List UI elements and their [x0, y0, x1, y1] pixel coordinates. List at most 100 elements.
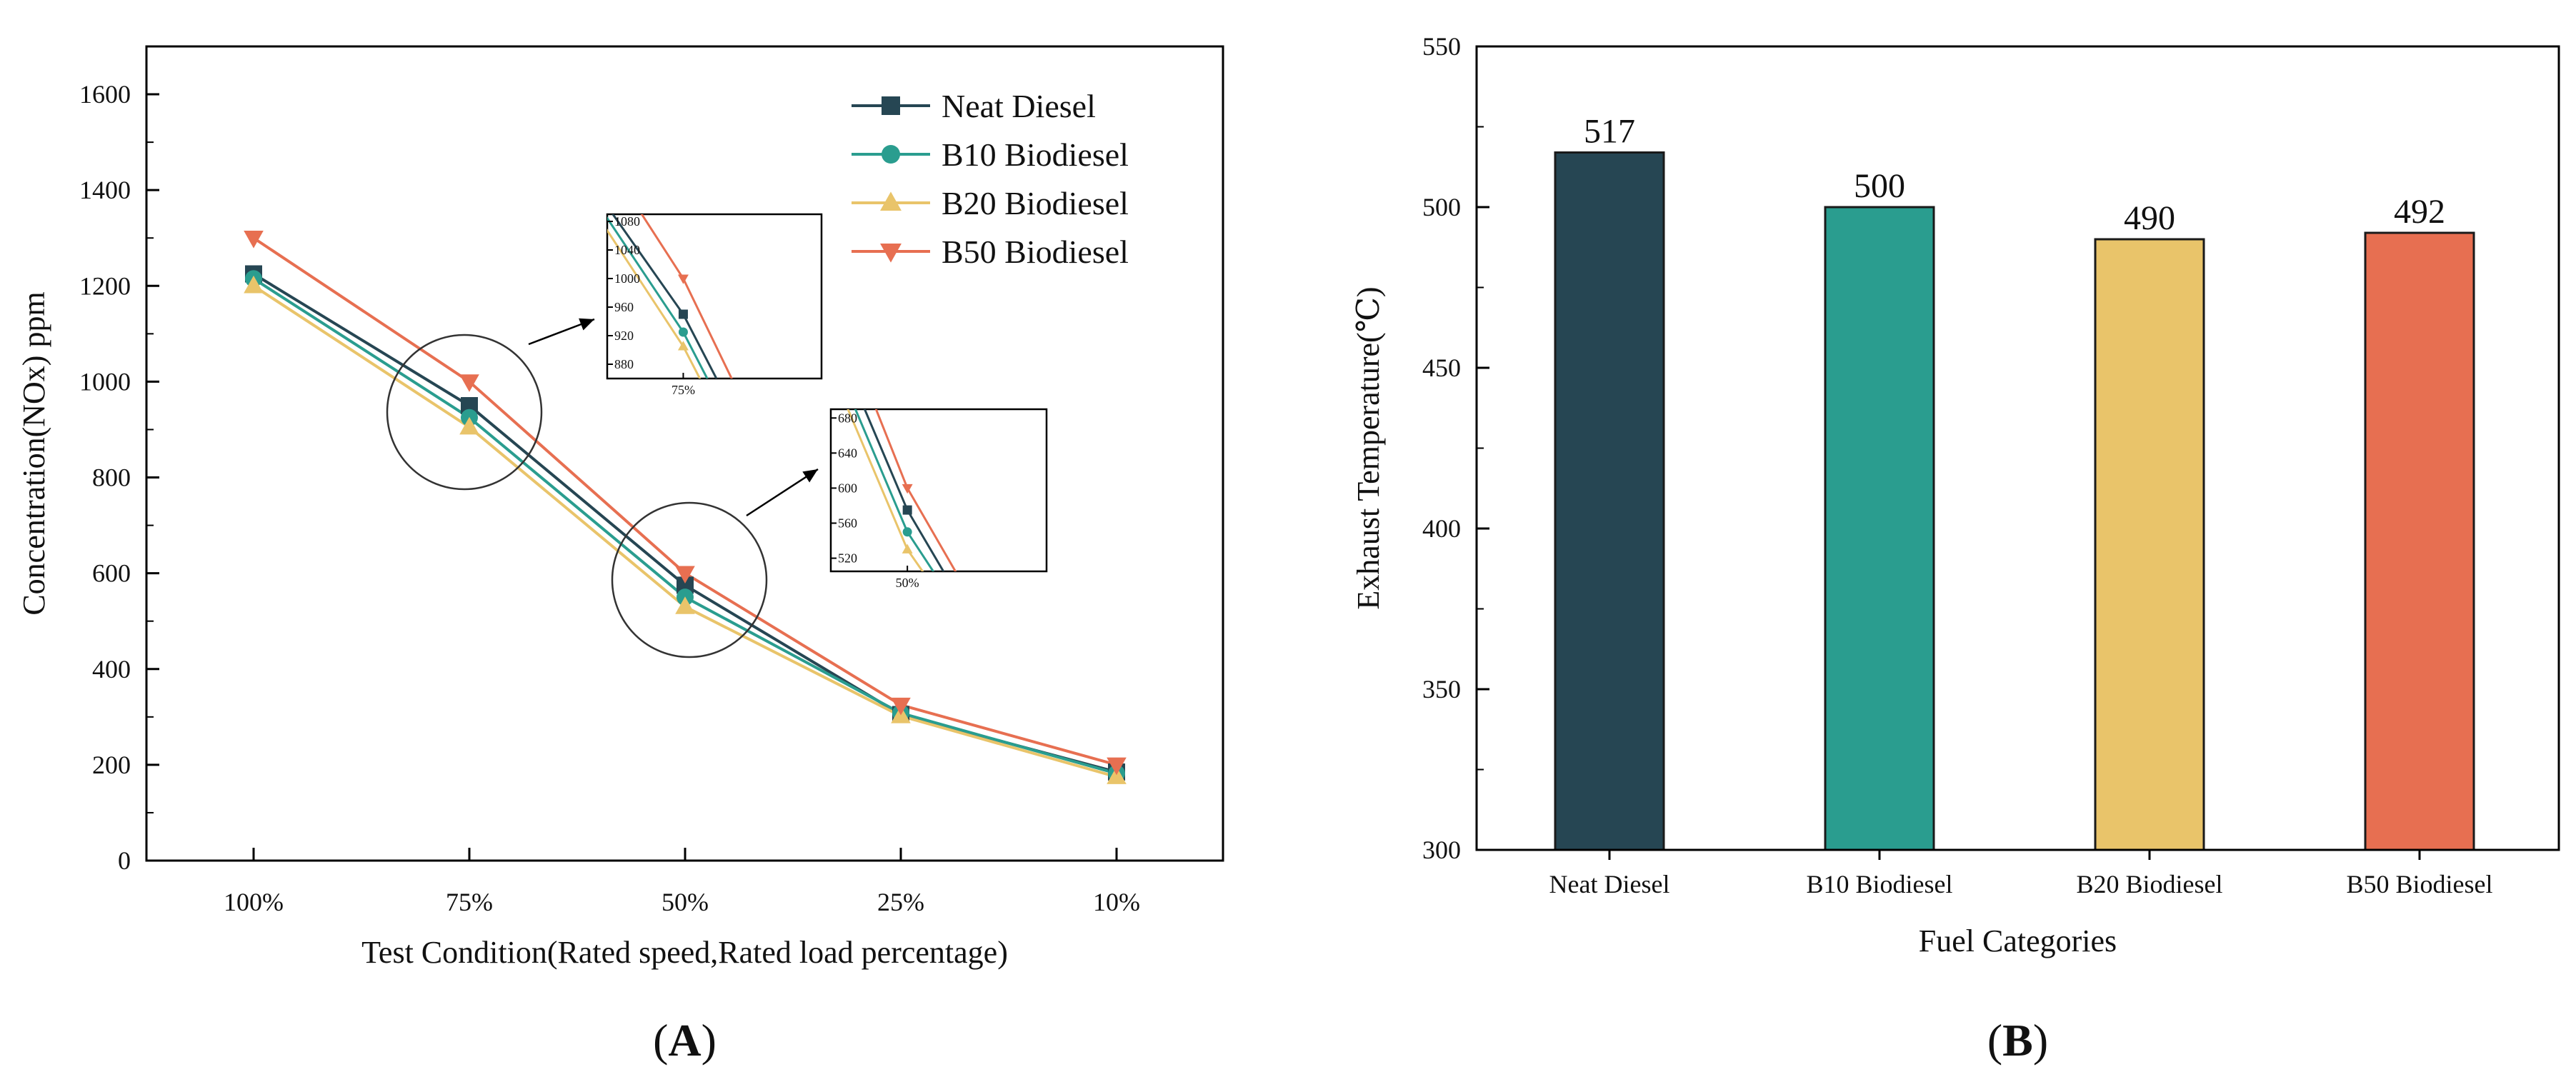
panel-a-inset-0-line-1 [607, 216, 709, 379]
panel-a-inset-1-point-0 [902, 505, 912, 515]
legend-label-2: B20 Biodiesel [942, 185, 1129, 221]
panel-a-inset-0-x-tick-label: 75% [672, 383, 695, 397]
legend-marker-0 [882, 96, 900, 115]
panel-a-x-axis-label: Test Condition(Rated speed,Rated load pe… [361, 935, 1008, 970]
panel-b-bars: 517 500 490 492 [1554, 113, 2475, 851]
panel-b-x-axis: Neat Diesel B10 Biodiesel B20 Biodiesel B50… [1549, 850, 2493, 898]
panel-b-bar-0 [1554, 151, 1665, 851]
panel-b-bar-chart: 517 500 490 492 300 350 400 450 500 550 Neat Die… [1351, 32, 2560, 1066]
panel-a-y-axis: 0 200 400 600 800 1000 1200 1400 1600 [79, 80, 159, 875]
panel-a-inset-1-frame [829, 408, 1048, 573]
panel-a-x-tick-label: 75% [446, 888, 493, 916]
panel-a-point-3-4 [1107, 757, 1127, 776]
panel-a-point-3-3 [891, 697, 911, 716]
legend-marker-1 [882, 145, 900, 164]
panel-a-inset-1-point-1 [902, 527, 912, 537]
panel-b-y-axis-label: Exhaust Temperature(℃) [1351, 286, 1386, 609]
panel-a-inset-1-x-tick-label: 50% [896, 576, 919, 590]
panel-a-y-tick-label: 600 [92, 559, 131, 588]
panel-a-inset-1-point-3 [902, 484, 913, 494]
panel-a-point-2-0 [244, 275, 264, 294]
panel-b-label: (B) [1987, 1015, 2048, 1066]
panel-a-point-3-1 [459, 374, 479, 392]
panel-a-x-tick-label: 25% [877, 888, 924, 916]
panel-b-x-tick-label: B20 Biodiesel [2077, 870, 2223, 898]
panel-a-line-chart: 0 200 400 600 800 1000 1200 1400 1600 100% 75% 50%… [16, 45, 1224, 1066]
panel-a-inset-1-y-tick-label: 640 [838, 446, 857, 460]
panel-a-inset-0-line-0 [611, 214, 718, 379]
panel-a-inset-0-y-tick-label: 1080 [614, 214, 640, 229]
panel-a-label-letter: A [668, 1015, 701, 1066]
panel-a-zoom-arrowhead-1 [802, 469, 818, 483]
panel-a-inset-1: 520 560 600 640 680 50% [829, 408, 1048, 590]
panel-a-point-0-1 [461, 396, 478, 414]
panel-b-y-tick-label: 550 [1422, 32, 1461, 61]
panel-a-inset-0-y-tick-label: 880 [614, 357, 634, 371]
panel-a-x-axis: 100% 75% 50% 25% 10% [224, 848, 1140, 916]
panel-a-zoom-circle-0 [386, 334, 543, 491]
panel-a-inset-1-y-tick-label: 560 [838, 516, 857, 531]
panel-a-inset-1-point-2 [902, 544, 913, 553]
panel-a-y-tick-label: 1200 [79, 271, 131, 300]
panel-a-inset-0-y-tick-label: 960 [614, 300, 634, 314]
legend-marker-2 [880, 191, 902, 211]
panel-b-y-tick-label: 500 [1422, 193, 1461, 221]
panel-a-annotations: 88092096010001040108075%5205606006406805… [386, 213, 1048, 658]
panel-a-inset-0-line-2 [607, 229, 702, 379]
panel-b-bar-2 [2094, 238, 2205, 851]
panel-a-point-3-0 [244, 231, 264, 249]
panel-a-inset-1-y-tick-label: 600 [838, 481, 857, 495]
panel-a-label: (A) [653, 1015, 717, 1066]
panel-b-bar-1 [1824, 206, 1935, 851]
panel-b-label-letter: B [2002, 1015, 2033, 1066]
panel-a-inset-1-y-tick-label: 680 [838, 411, 857, 425]
panel-a-y-axis-label: Concentration(NOx) ppm [16, 291, 51, 615]
panel-a-zoom-circle-1 [611, 501, 768, 658]
legend-label-1: B10 Biodiesel [942, 136, 1129, 173]
panel-a-inset-1-y-tick-label: 520 [838, 551, 857, 566]
panel-b-x-tick-label: B10 Biodiesel [1807, 870, 1953, 898]
panel-b-y-tick-label: 450 [1422, 354, 1461, 382]
panel-a-point-2-1 [459, 416, 479, 435]
panel-a-point-2-2 [675, 596, 695, 614]
panel-a-point-0-2 [677, 576, 694, 594]
panel-a-inset-0-y-tick-label: 920 [614, 329, 634, 343]
panel-a-zoom-arrowhead-0 [579, 318, 594, 331]
panel-a-inset-0-y-tick-label: 1040 [614, 243, 640, 257]
panel-a-inset-0-point-2 [677, 341, 689, 351]
panel-a-y-tick-label: 1400 [79, 176, 131, 204]
panel-a-inset-0-frame [606, 213, 823, 380]
panel-b-bar-value-2: 490 [2124, 199, 2175, 237]
panel-b-x-axis-label: Fuel Categories [1919, 923, 2117, 958]
legend-marker-3 [880, 243, 902, 263]
panel-a-series-group [244, 231, 1127, 784]
panel-a-y-tick-label: 1000 [79, 367, 131, 396]
panel-a-x-tick-label: 10% [1093, 888, 1140, 916]
panel-b-bar-value-1: 500 [1854, 167, 1905, 205]
panel-a-inset-0-point-1 [678, 327, 688, 337]
panel-a-y-tick-label: 1600 [79, 80, 131, 109]
panel-a-x-tick-label: 100% [224, 888, 284, 916]
panel-b-y-tick-label: 300 [1422, 836, 1461, 864]
panel-b-bar-value-3: 492 [2394, 193, 2445, 231]
panel-a-x-tick-label: 50% [662, 888, 709, 916]
legend-label-0: Neat Diesel [942, 88, 1096, 124]
panel-a-legend: Neat Diesel B10 Biodiesel B20 Biodiesel B50… [852, 88, 1129, 270]
panel-a-inset-0-point-3 [677, 274, 689, 284]
panel-b-y-axis: 300 350 400 450 500 550 [1422, 32, 1489, 864]
panel-b-x-tick-label: B50 Biodiesel [2347, 870, 2493, 898]
panel-b-bar-3 [2364, 231, 2475, 851]
panel-a-point-3-2 [675, 566, 695, 584]
panel-a-point-2-4 [1107, 766, 1127, 784]
panel-a-y-tick-label: 400 [92, 655, 131, 683]
panel-b-y-tick-label: 400 [1422, 514, 1461, 543]
panel-a-inset-0-point-0 [678, 309, 688, 319]
panel-b-y-tick-label: 350 [1422, 675, 1461, 703]
panel-b-x-tick-label: Neat Diesel [1549, 870, 1670, 898]
panel-a-inset-0: 880 920 960 1000 1040 1080 75% [606, 213, 823, 397]
panel-b-bar-value-0: 517 [1584, 113, 1635, 151]
panel-a-y-tick-label: 0 [118, 846, 131, 875]
panel-a-inset-0-y-tick-label: 1000 [614, 271, 640, 286]
panel-a-y-tick-label: 800 [92, 464, 131, 492]
